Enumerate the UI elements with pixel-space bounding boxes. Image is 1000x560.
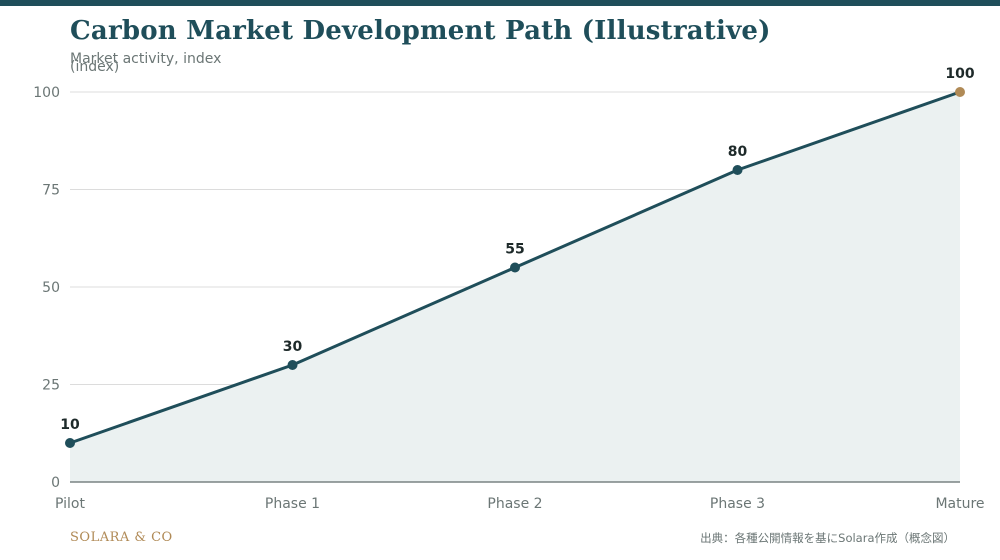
data-point — [732, 165, 743, 175]
data-point — [287, 360, 298, 370]
data-point — [955, 87, 965, 97]
footer-source: 出典：各種公開情報を基にSolara作成（概念図） — [700, 531, 955, 545]
top-accent-bar — [0, 0, 1000, 6]
y-tick-label: 50 — [42, 280, 60, 296]
data-point — [65, 438, 75, 448]
footer-brand: SOLARA & CO — [70, 530, 173, 545]
x-tick-label: Phase 1 — [265, 496, 320, 512]
y-tick-labels: 0 25 50 75 100 — [33, 85, 60, 491]
chart-title: Carbon Market Development Path (Illustra… — [70, 16, 771, 46]
y-tick-label: 0 — [51, 475, 60, 491]
data-label: 10 — [60, 417, 80, 433]
x-tick-label: Phase 2 — [487, 496, 542, 512]
y-tick-label: 75 — [42, 183, 60, 199]
y-tick-label: 25 — [42, 378, 60, 394]
area-fill — [70, 92, 960, 482]
data-points — [65, 87, 965, 448]
x-tick-label: Phase 3 — [710, 496, 765, 512]
x-tick-label: Pilot — [55, 496, 85, 512]
data-point — [510, 262, 520, 273]
data-label: 100 — [945, 66, 974, 82]
y-axis-label: Market activity, index (index) — [70, 51, 222, 75]
x-tick-labels: Pilot Phase 1 Phase 2 Phase 3 Mature — [55, 496, 985, 512]
data-label: 30 — [283, 339, 303, 355]
data-label: 80 — [728, 144, 748, 160]
x-tick-label: Mature — [935, 496, 984, 512]
data-label: 55 — [505, 242, 524, 258]
data-labels: 10 30 55 80 100 — [60, 66, 975, 433]
y-tick-label: 100 — [33, 85, 60, 101]
